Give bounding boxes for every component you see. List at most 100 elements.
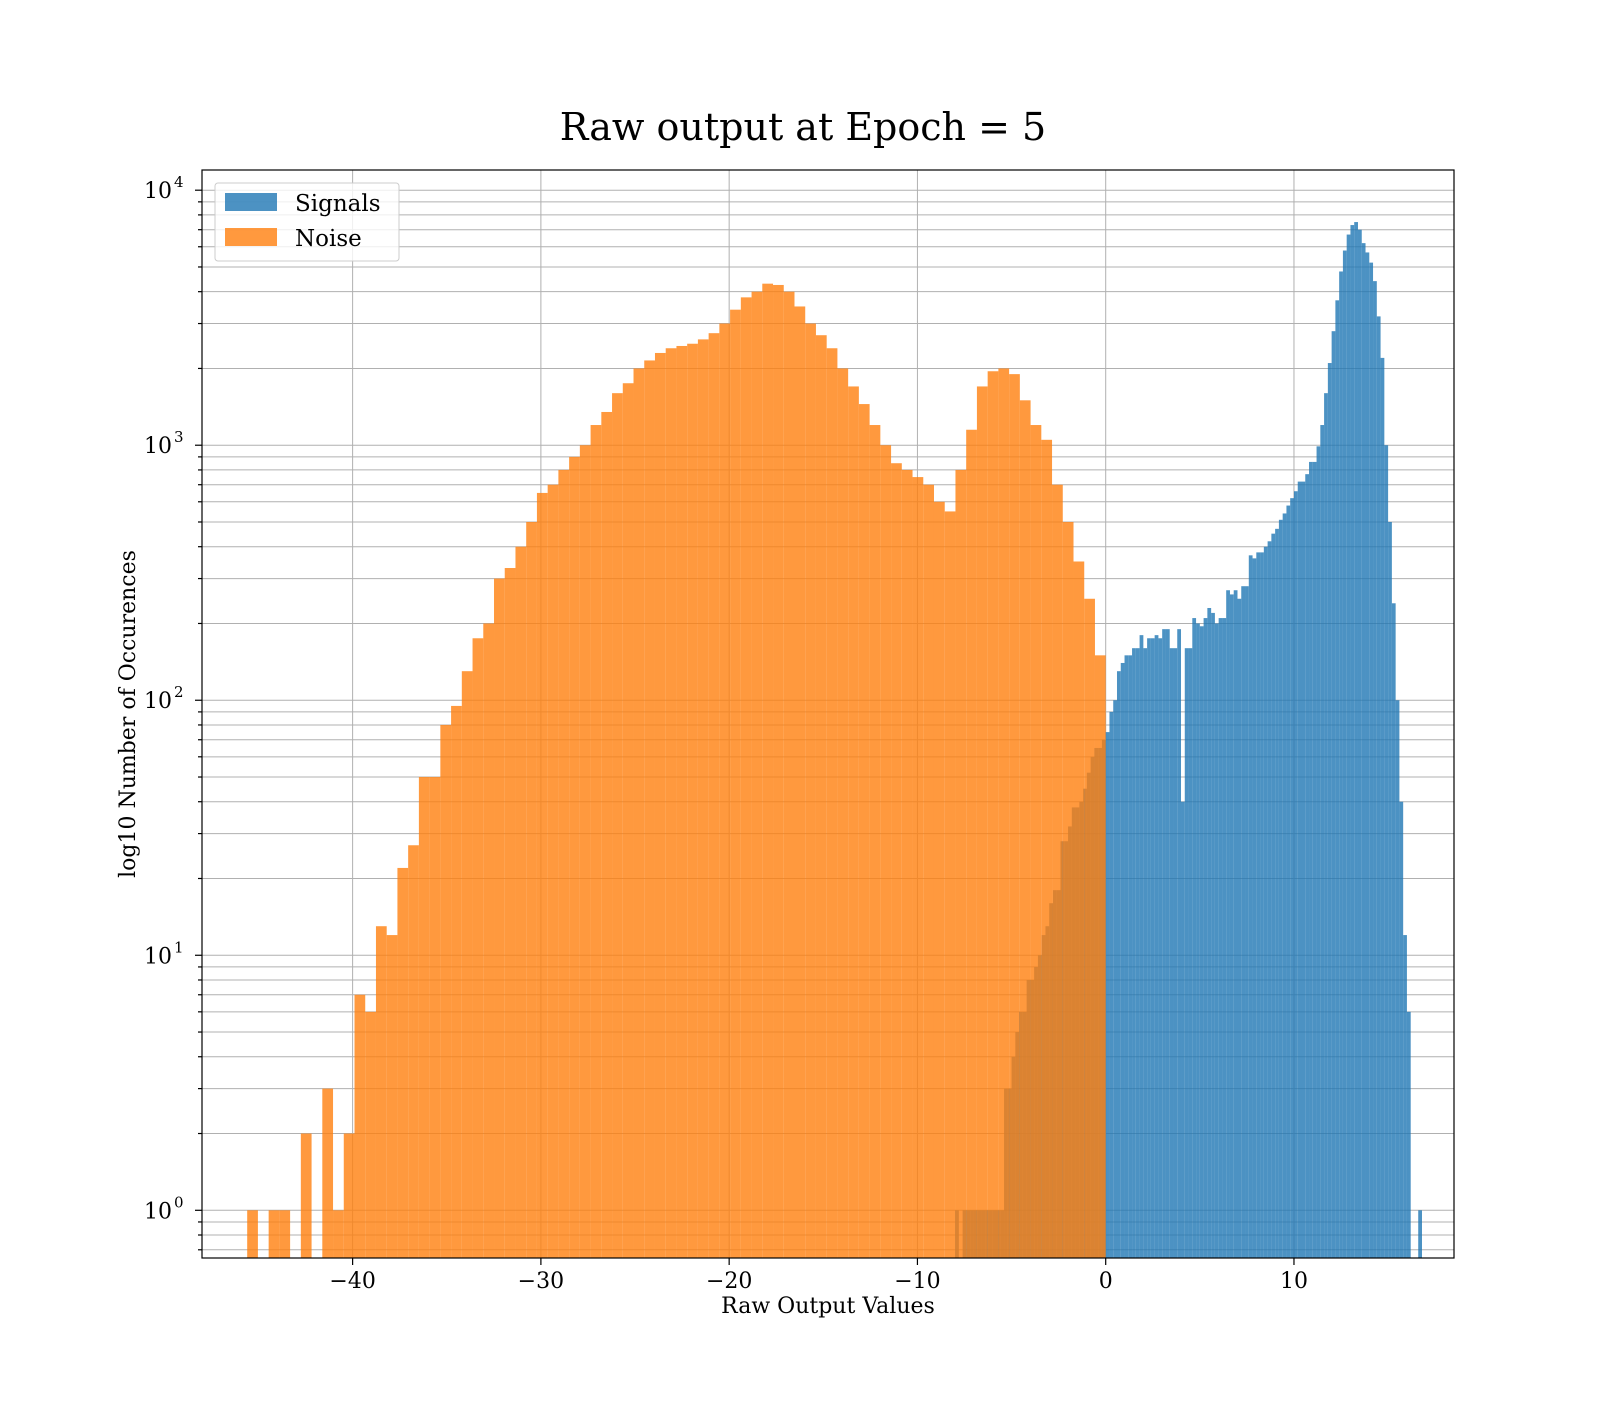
bar-signals bbox=[1162, 629, 1166, 1258]
bar-signals bbox=[1365, 252, 1370, 1259]
bar-noise bbox=[1094, 655, 1106, 1258]
x-tick-label: −10 bbox=[894, 1269, 940, 1294]
y-axis-label: log10 Number of Occurences bbox=[116, 550, 141, 878]
bar-noise bbox=[730, 309, 741, 1259]
legend: Signals Noise bbox=[214, 182, 400, 262]
bar-signals bbox=[1229, 594, 1234, 1258]
bar-signals bbox=[1169, 648, 1174, 1258]
bar-noise bbox=[354, 994, 366, 1258]
chart-title: Raw output at Epoch = 5 bbox=[560, 105, 1046, 149]
bar-noise bbox=[526, 521, 537, 1258]
bar-signals bbox=[1346, 234, 1351, 1259]
bar-noise bbox=[333, 1210, 344, 1258]
bar-signals bbox=[1403, 935, 1407, 1258]
bar-noise bbox=[569, 456, 580, 1258]
bar-noise bbox=[1009, 374, 1020, 1258]
bar-noise bbox=[440, 724, 452, 1258]
bar-noise bbox=[365, 1011, 376, 1258]
bar-signals bbox=[1395, 700, 1400, 1258]
bar-signals bbox=[1143, 648, 1148, 1258]
bar-signals bbox=[1275, 528, 1279, 1258]
bar-noise bbox=[676, 345, 688, 1258]
bar-noise bbox=[247, 1210, 258, 1258]
bar-noise bbox=[300, 1133, 312, 1258]
bar-signals bbox=[1188, 648, 1193, 1258]
bar-signals bbox=[1105, 732, 1110, 1258]
bar-noise bbox=[848, 386, 859, 1258]
bar-noise bbox=[429, 777, 441, 1258]
bar-signals bbox=[1218, 618, 1223, 1258]
bar-signals bbox=[1165, 629, 1170, 1258]
bar-signals bbox=[1173, 648, 1178, 1258]
bar-signals bbox=[1260, 552, 1264, 1258]
bar-signals bbox=[1354, 222, 1358, 1259]
bar-noise bbox=[976, 386, 988, 1258]
bar-noise bbox=[644, 360, 655, 1258]
bar-noise bbox=[654, 352, 666, 1258]
bar-signals bbox=[1248, 555, 1253, 1258]
y-tick-exponent: 1 bbox=[174, 938, 184, 956]
bar-signals bbox=[1263, 546, 1268, 1258]
bar-signals bbox=[1369, 262, 1374, 1258]
bar-noise bbox=[322, 1088, 334, 1258]
bar-noise bbox=[955, 469, 967, 1259]
bar-noise bbox=[805, 323, 816, 1258]
bar-signals bbox=[1135, 648, 1140, 1258]
bar-signals bbox=[1320, 425, 1325, 1259]
bar-signals bbox=[1196, 623, 1200, 1258]
bar-noise bbox=[601, 411, 613, 1258]
bar-noise bbox=[901, 469, 913, 1259]
bar-signals bbox=[1290, 498, 1294, 1259]
bar-noise bbox=[579, 445, 591, 1259]
bar-signals bbox=[1327, 363, 1332, 1258]
bar-noise bbox=[880, 445, 892, 1259]
bar-noise bbox=[1041, 439, 1053, 1258]
bars-layer bbox=[247, 222, 1422, 1259]
bar-noise bbox=[687, 343, 698, 1258]
bar-signals bbox=[1241, 586, 1246, 1258]
x-tick-label: −20 bbox=[706, 1269, 752, 1294]
bar-noise bbox=[472, 638, 484, 1258]
bar-signals bbox=[1388, 521, 1392, 1258]
bar-signals bbox=[1342, 250, 1347, 1259]
bar-signals bbox=[1350, 225, 1355, 1258]
bar-signals bbox=[1109, 711, 1114, 1258]
bar-signals bbox=[1150, 638, 1155, 1258]
bar-signals bbox=[1154, 635, 1159, 1258]
bar-signals bbox=[1113, 700, 1117, 1258]
bar-noise bbox=[408, 845, 419, 1258]
bar-noise bbox=[1073, 561, 1085, 1258]
bar-noise bbox=[483, 623, 495, 1258]
bar-noise bbox=[451, 705, 462, 1258]
bar-noise bbox=[375, 926, 387, 1258]
bar-noise bbox=[794, 306, 806, 1258]
x-tick-label: −30 bbox=[518, 1269, 564, 1294]
bar-signals bbox=[1177, 629, 1182, 1258]
legend-label-noise: Noise bbox=[295, 226, 362, 252]
series-noise bbox=[247, 283, 1106, 1259]
legend-swatch-signals bbox=[225, 193, 277, 211]
bar-noise bbox=[998, 368, 1010, 1258]
bar-signals bbox=[1384, 445, 1389, 1259]
bar-noise bbox=[612, 393, 623, 1258]
bar-signals bbox=[1181, 801, 1185, 1258]
bar-noise bbox=[923, 484, 934, 1258]
bar-noise bbox=[762, 283, 774, 1259]
bar-signals bbox=[1361, 243, 1366, 1258]
bar-signals bbox=[1203, 618, 1208, 1258]
bar-noise bbox=[783, 291, 795, 1258]
bar-signals bbox=[1237, 598, 1242, 1258]
y-tick-label: 10 bbox=[144, 1199, 172, 1224]
bar-noise bbox=[504, 568, 516, 1258]
bar-signals bbox=[1312, 461, 1317, 1258]
bar-signals bbox=[1399, 801, 1404, 1258]
bar-noise bbox=[944, 511, 956, 1258]
y-tick-label: 10 bbox=[144, 179, 172, 204]
bar-noise bbox=[590, 425, 602, 1259]
y-tick-exponent: 0 bbox=[174, 1193, 184, 1211]
bar-signals bbox=[1214, 623, 1219, 1258]
bar-noise bbox=[279, 1210, 291, 1258]
